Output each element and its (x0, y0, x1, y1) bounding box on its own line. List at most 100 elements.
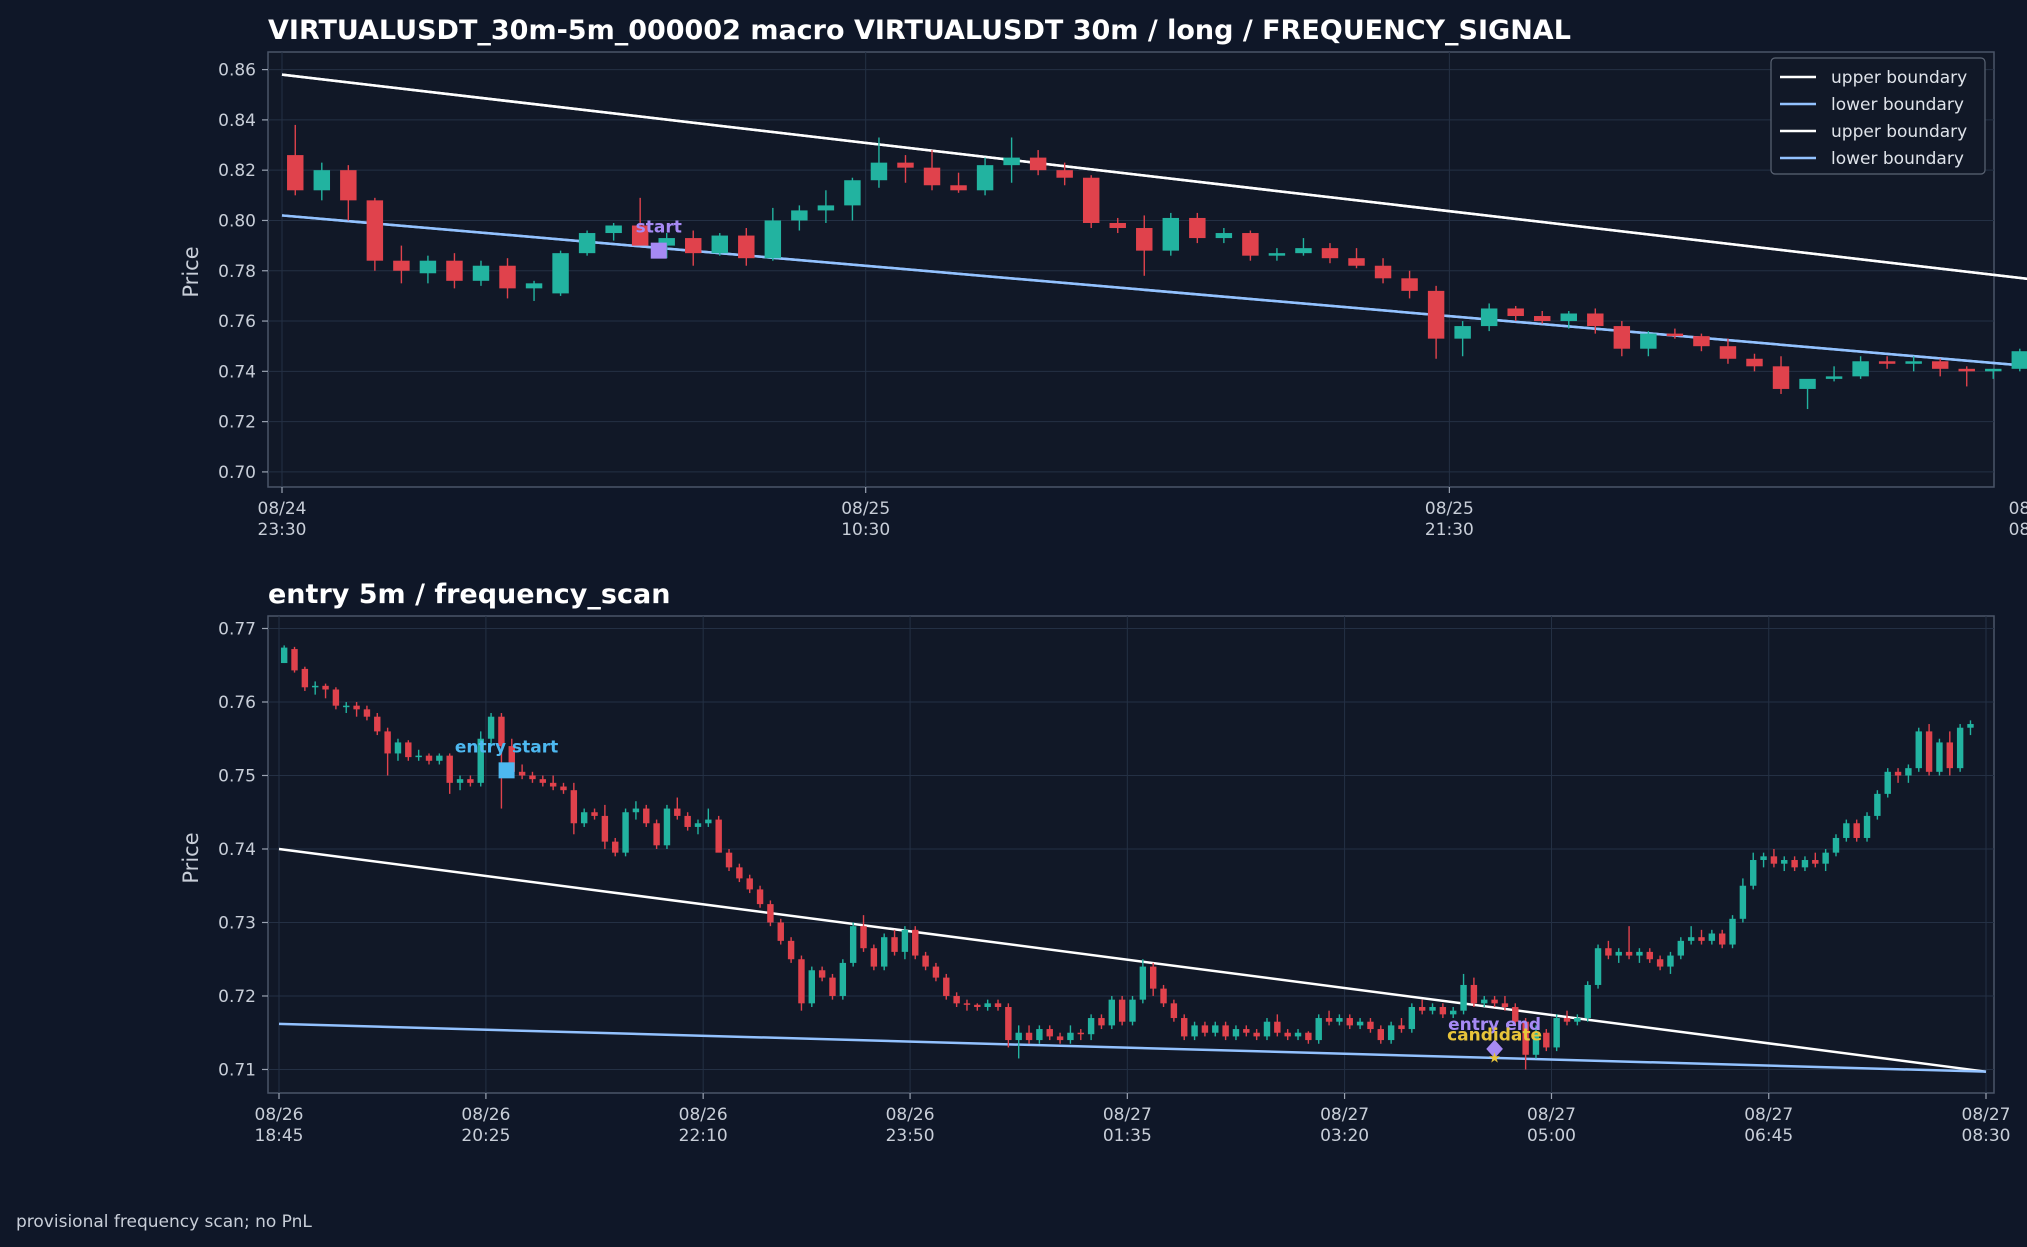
candle-body (860, 926, 867, 949)
candle-body (525, 283, 543, 289)
candle-body (653, 823, 660, 846)
candle-body (394, 742, 402, 754)
candle-body (1746, 358, 1763, 367)
candle-body (950, 185, 967, 191)
candle-body (1274, 1021, 1281, 1033)
candle-body (425, 755, 433, 761)
candle-body (1843, 823, 1850, 838)
candle-body (1543, 1032, 1550, 1048)
entry-start-marker (498, 762, 515, 779)
y-tick-label: 0.78 (218, 262, 256, 282)
candle-body (1799, 378, 1816, 389)
candle-body (994, 1003, 1002, 1008)
candle-body (280, 647, 288, 664)
y-tick-label: 0.82 (218, 161, 256, 181)
candle-body (1532, 1032, 1540, 1055)
candle-body (953, 995, 960, 1004)
candle-body (1139, 966, 1147, 1000)
candle-body (923, 167, 941, 186)
upper-boundary-line (278, 847, 1987, 1073)
x-tick-label-date: 08/27 (1103, 1105, 1152, 1125)
candle-body (1667, 955, 1674, 967)
candle-body (529, 775, 536, 780)
candle-body (1863, 815, 1871, 838)
candle-body (1905, 361, 1922, 364)
x-tick-label-time: 08:30 (2009, 520, 2027, 540)
footer-note: provisional frequency scan; no PnL (16, 1212, 312, 1232)
candle-body (1408, 1007, 1416, 1030)
candle-body (1321, 248, 1339, 259)
candle-body (1263, 1021, 1271, 1037)
candle-body (818, 970, 826, 978)
candle-body (1160, 988, 1167, 1004)
candle-body (1356, 1021, 1364, 1026)
candle-body (591, 812, 598, 816)
candle-body (1656, 959, 1664, 967)
candle-body (1636, 951, 1643, 956)
candle-body (1605, 948, 1612, 956)
y-tick-label: 0.74 (218, 362, 256, 382)
candle-body (1915, 731, 1922, 769)
x-tick-label-time: 22:10 (679, 1126, 728, 1146)
start-label: start (636, 218, 682, 238)
candle-body (922, 955, 929, 967)
candle-body (1056, 1036, 1064, 1041)
candle-body (1967, 724, 1974, 728)
candle-body (1222, 1025, 1229, 1037)
candle-body (1772, 366, 1790, 389)
candle-body (1613, 326, 1631, 349)
candle-body (974, 1004, 981, 1008)
candle-body (870, 948, 878, 967)
candle-body (1108, 999, 1116, 1026)
candle-body (1454, 326, 1471, 339)
candle-body (384, 731, 391, 754)
candle-body (405, 742, 412, 758)
candle-body (1305, 1032, 1312, 1041)
candle-body (1801, 860, 1809, 868)
candle-body (1398, 1025, 1405, 1030)
candle-body (1584, 984, 1591, 1019)
candle-body (552, 253, 569, 294)
candle-body (658, 238, 675, 246)
candle-body (1925, 731, 1933, 772)
macro-chart-title: VIRTUALUSDT_30m-5m_000002 macro VIRTUALU… (268, 15, 1571, 46)
candle-body (1005, 1007, 1012, 1041)
x-tick-label-date: 08/27 (1744, 1105, 1793, 1125)
candle-body (1852, 361, 1869, 377)
candle-body (1367, 1021, 1374, 1030)
macro-legend: upper boundary lower boundary upper boun… (1770, 57, 1986, 175)
candle-body (1718, 933, 1726, 945)
candle-body (1189, 217, 1206, 239)
candle-body (1295, 248, 1312, 254)
candle-body (1958, 368, 1975, 372)
candle-body (1534, 316, 1551, 322)
candle-body (1729, 918, 1736, 945)
candle-body (1098, 1018, 1105, 1026)
candle-body (1481, 999, 1488, 1004)
candle-body (287, 155, 304, 191)
candle-body (612, 841, 619, 853)
y-tick-label: 0.76 (218, 693, 256, 713)
candle-body (643, 808, 650, 824)
candle-body (446, 755, 453, 783)
candle-body (1418, 1007, 1426, 1011)
candle-body (518, 771, 526, 776)
candle-body (1770, 856, 1778, 864)
candle-body (684, 815, 691, 827)
candle-body (798, 959, 805, 1004)
candle-body (1874, 793, 1881, 816)
candle-body (578, 233, 596, 254)
macro-y-axis-label: Price (179, 246, 203, 297)
legend-entry-upper: upper boundary (1831, 68, 1967, 88)
candle-body (901, 929, 909, 952)
candle-body (1129, 999, 1136, 1022)
candle-body (1878, 361, 1896, 364)
x-tick-label-date: 08/27 (1962, 1105, 2011, 1125)
candle-body (725, 852, 733, 868)
candle-body (301, 668, 309, 688)
candle-body (580, 812, 588, 824)
x-tick-label-time: 10:30 (841, 520, 890, 540)
candle-body (1242, 233, 1259, 256)
legend-entry-lower: lower boundary (1831, 95, 1964, 115)
